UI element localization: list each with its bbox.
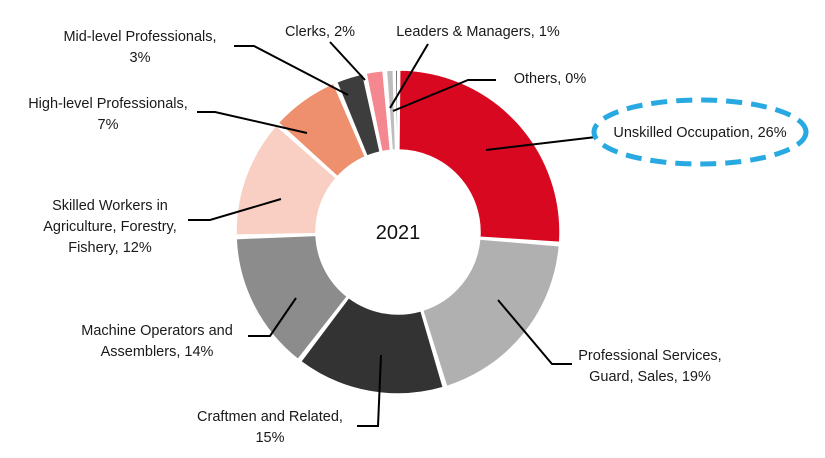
- donut-slices: [235, 69, 561, 395]
- pie-slice: [365, 69, 392, 153]
- slice-label: Agriculture, Forestry,: [43, 219, 177, 235]
- leader-line: [389, 43, 429, 109]
- slice-labels: Unskilled Occupation, 26% Professional Se…: [28, 24, 809, 446]
- pie-slice: [299, 296, 445, 395]
- leader-line: [197, 111, 308, 134]
- leader-line: [357, 354, 382, 427]
- leader-line: [188, 198, 282, 221]
- pie-slice: [385, 69, 397, 152]
- slice-label: 7%: [98, 117, 119, 133]
- slice-label: 3%: [130, 50, 151, 66]
- slice-label: Craftmen and Related,: [197, 409, 343, 425]
- pie-slice: [398, 69, 561, 244]
- pie-slice: [421, 238, 561, 388]
- leader-line: [485, 136, 597, 151]
- pie-slice: [277, 82, 367, 178]
- slice-label: High-level Professionals,: [28, 96, 188, 112]
- leader-line: [248, 297, 297, 337]
- leader-line: [234, 45, 349, 96]
- leader-line: [392, 79, 496, 112]
- leader-line: [329, 41, 366, 81]
- slice-label: Professional Services,: [578, 348, 721, 364]
- leader-lines: [188, 41, 597, 427]
- leader-line: [497, 299, 572, 365]
- slice-label: Assemblers, 14%: [101, 344, 214, 360]
- slice-label: Mid-level Professionals,: [63, 29, 216, 45]
- slice-label: Fishery, 12%: [68, 240, 152, 256]
- slice-label: Leaders & Managers, 1%: [396, 24, 560, 40]
- slice-label: Guard, Sales, 19%: [589, 369, 711, 385]
- slice-label: Others, 0%: [514, 71, 587, 87]
- slice-label: Skilled Workers in: [52, 198, 168, 214]
- slice-label: Unskilled Occupation, 26%: [613, 125, 786, 141]
- pie-slice: [235, 234, 349, 361]
- slice-label: 15%: [255, 430, 284, 446]
- slice-label: Machine Operators and: [81, 323, 233, 339]
- slice-label: Clerks, 2%: [285, 24, 355, 40]
- center-label: 2021: [376, 222, 421, 244]
- highlight-ellipse: [591, 97, 809, 167]
